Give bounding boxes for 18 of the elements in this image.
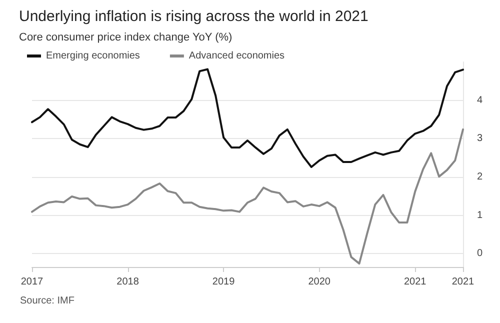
y-tick-label: 4 [477, 94, 483, 106]
y-tick-label: 1 [477, 210, 483, 221]
chart-subtitle: Core consumer price index change YoY (%) [19, 32, 232, 44]
line-series [31, 68, 464, 168]
y-tick-label: 3 [477, 133, 483, 144]
legend-label: Emerging economies [46, 50, 140, 62]
x-tick-label: 2021 [404, 276, 427, 288]
y-tick-label: 2 [477, 171, 483, 182]
legend-label: Advanced economies [188, 50, 285, 62]
x-tick-label: 2017 [20, 276, 44, 288]
x-tick-label: 2019 [212, 276, 236, 288]
source-note: Source: IMF [20, 296, 74, 306]
x-tick-label: 2020 [308, 276, 331, 288]
x-tick-label: 2018 [116, 276, 140, 288]
y-tick-label: 0 [477, 248, 483, 260]
x-tick-label: 2021 [452, 276, 475, 288]
line-series [31, 128, 464, 265]
chart-title: Underlying inflation is rising across the world in 2021 [19, 8, 368, 25]
